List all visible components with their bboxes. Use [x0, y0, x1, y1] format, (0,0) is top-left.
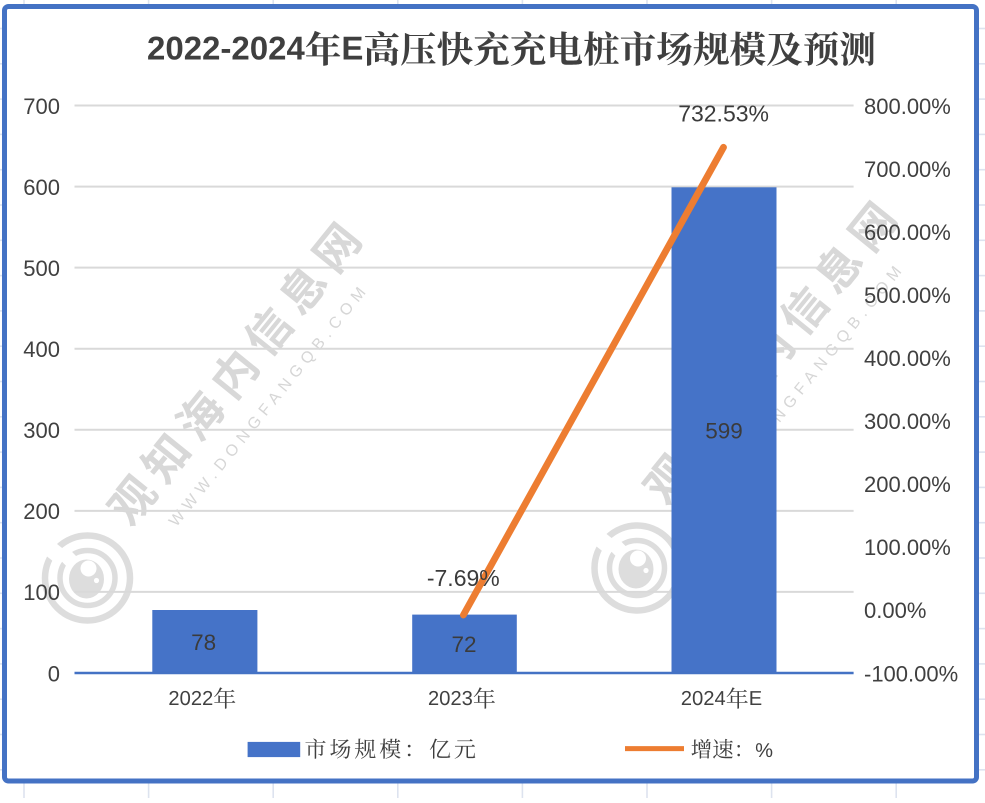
svg-text:500: 500 — [23, 256, 60, 281]
svg-text:800.00%: 800.00% — [864, 94, 951, 119]
svg-text:400.00%: 400.00% — [864, 346, 951, 371]
svg-text:0: 0 — [48, 661, 60, 686]
svg-text:100: 100 — [23, 580, 60, 605]
svg-text:72: 72 — [451, 632, 476, 657]
svg-text:600.00%: 600.00% — [864, 220, 951, 245]
svg-text:-7.69%: -7.69% — [427, 565, 500, 591]
svg-text:600: 600 — [23, 175, 60, 200]
svg-text:-100.00%: -100.00% — [864, 661, 958, 686]
svg-text:200.00%: 200.00% — [864, 472, 951, 497]
svg-text:0.00%: 0.00% — [864, 598, 926, 623]
svg-text:300: 300 — [23, 418, 60, 443]
svg-text:100.00%: 100.00% — [864, 535, 951, 560]
svg-text:599: 599 — [705, 418, 743, 443]
svg-text:500.00%: 500.00% — [864, 283, 951, 308]
svg-text:300.00%: 300.00% — [864, 409, 951, 434]
svg-text:700.00%: 700.00% — [864, 157, 951, 182]
svg-text:732.53%: 732.53% — [678, 101, 769, 127]
svg-text:78: 78 — [191, 630, 216, 655]
svg-text:700: 700 — [23, 94, 60, 119]
svg-text:200: 200 — [23, 499, 60, 524]
svg-text:400: 400 — [23, 337, 60, 362]
